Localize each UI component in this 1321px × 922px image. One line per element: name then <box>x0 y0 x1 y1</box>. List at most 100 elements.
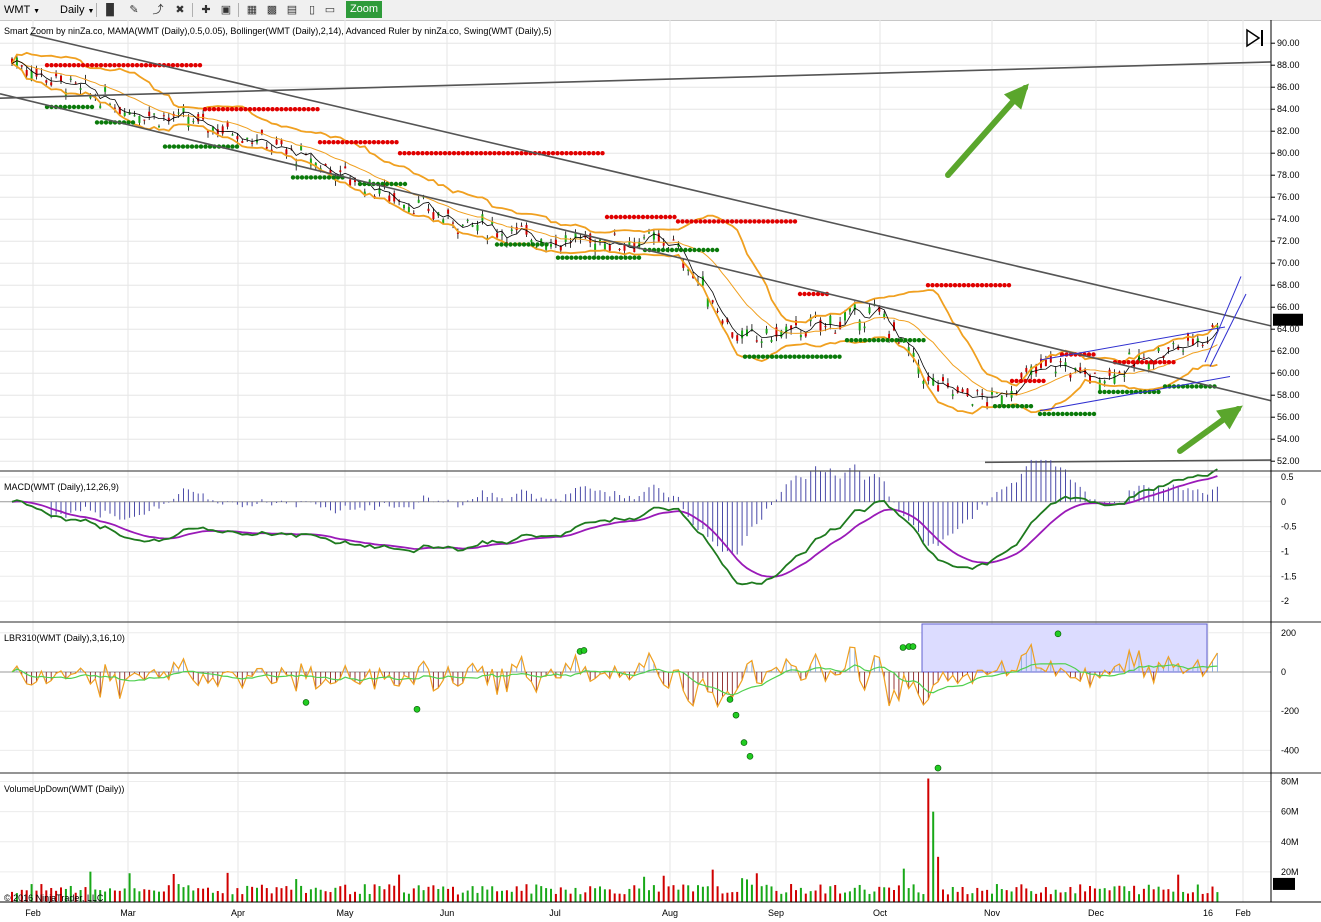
candle-body <box>1059 361 1062 363</box>
chart-properties-icon[interactable]: ▤ <box>286 4 298 16</box>
candle-body <box>432 212 435 220</box>
candle-body <box>349 179 352 186</box>
data-box-icon[interactable]: ▯ <box>308 4 316 16</box>
swing-dot <box>519 151 524 156</box>
volume-bar <box>1118 885 1121 902</box>
indicators-icon[interactable]: ▦ <box>246 4 258 16</box>
copyright-text: © 2016 NinjaTrader, LLC <box>4 893 104 903</box>
swing-dot <box>526 242 531 247</box>
volume-bar <box>211 892 214 902</box>
volume-bar <box>991 893 993 902</box>
crosshair-icon[interactable]: ✚ <box>201 4 211 16</box>
swing-dot <box>107 63 113 68</box>
swing-dot <box>1144 360 1149 365</box>
swing-dot <box>788 219 793 224</box>
candle-body <box>1157 347 1160 352</box>
candle-body <box>192 121 195 123</box>
volume-bar <box>927 778 930 902</box>
candle-body <box>256 139 258 143</box>
candle-body <box>177 112 180 114</box>
chart-canvas[interactable]: Feb Mar Apr May Jun Jul Aug Sep Oct Nov Dec 16 Feb 90… <box>0 20 1321 922</box>
swing-dot <box>734 219 739 224</box>
swing-dot <box>1037 411 1043 417</box>
candle-body <box>799 335 802 338</box>
swing-dot <box>992 404 998 409</box>
swing-dot <box>143 63 149 68</box>
swing-dot <box>103 120 109 125</box>
skip-to-end-icon[interactable] <box>1246 28 1263 48</box>
swing-dot <box>810 354 815 359</box>
swing-dot <box>747 354 752 359</box>
swing-dot <box>930 283 935 288</box>
candle-body <box>476 224 479 231</box>
bar-type-icon[interactable]: █ <box>106 4 114 16</box>
volume-bar <box>1187 893 1189 902</box>
swing-dot <box>1097 389 1103 395</box>
swing-dot <box>751 354 757 359</box>
swing-dot <box>397 151 403 156</box>
swing-dot <box>1024 404 1029 409</box>
macd-tick-label: 0 <box>1281 497 1286 507</box>
strategies-icon[interactable]: ▩ <box>266 4 278 16</box>
zoom-button[interactable]: Zoom <box>346 1 382 18</box>
swing-dot <box>76 104 81 110</box>
swing-dot <box>238 107 244 112</box>
volume-bar <box>682 884 685 902</box>
candle-body <box>755 340 758 342</box>
swing-dot <box>322 140 327 145</box>
volume-bar <box>1128 891 1131 902</box>
volume-bar <box>354 891 356 902</box>
candle-body <box>966 388 969 397</box>
candle-body <box>530 240 533 243</box>
symbol-selector[interactable]: WMT ▼ <box>4 2 40 18</box>
volume-bar <box>192 890 195 902</box>
swing-dot <box>290 175 296 180</box>
swing-dot <box>573 255 579 260</box>
swing-dot <box>711 219 717 224</box>
swing-dot <box>256 107 262 112</box>
swing-dot <box>492 151 497 156</box>
swing-dot <box>862 338 868 343</box>
volume-bar <box>1206 893 1209 902</box>
candle-body <box>1030 366 1033 375</box>
volume-bar <box>809 891 812 902</box>
candle-body <box>726 318 729 323</box>
interval-selector[interactable]: Daily ▼ <box>60 2 94 18</box>
volume-bar <box>1079 884 1082 902</box>
volume-bar <box>412 888 415 902</box>
swing-dot <box>769 354 775 359</box>
swing-dot <box>867 338 872 343</box>
candle-body <box>461 225 464 227</box>
attach-icon[interactable]: ⤴ <box>152 4 164 16</box>
candle-body <box>407 207 410 213</box>
swing-dot <box>761 219 766 224</box>
swing-dot <box>687 247 693 253</box>
templates-icon[interactable]: ▭ <box>324 4 336 16</box>
volume-bar <box>633 885 636 902</box>
volume-bar <box>1196 884 1199 902</box>
volume-bar <box>559 887 562 902</box>
swing-dot <box>684 219 690 224</box>
candle-body <box>1069 373 1072 378</box>
volume-bar <box>716 886 719 902</box>
volume-bar <box>893 889 895 902</box>
pencil-icon[interactable]: ✎ <box>129 4 139 16</box>
swing-dot <box>573 151 578 156</box>
candle-body <box>1142 357 1145 359</box>
zoom-icon[interactable]: ▣ <box>220 4 232 16</box>
volume-bar <box>447 888 450 902</box>
volume-bar <box>868 893 871 902</box>
swing-dot <box>184 63 189 68</box>
swing-dot <box>672 214 677 220</box>
candle-body <box>1098 380 1101 391</box>
volume-bar <box>15 893 18 902</box>
swing-dot <box>116 63 122 68</box>
candle-body <box>1093 372 1096 374</box>
volume-bar <box>20 889 23 902</box>
volume-bar <box>1025 888 1028 902</box>
remove-draw-icon[interactable]: ✖ <box>175 4 185 16</box>
swing-dot <box>802 291 807 297</box>
swing-dot <box>696 247 702 253</box>
candle-body <box>834 332 837 334</box>
candle-body <box>466 219 469 221</box>
